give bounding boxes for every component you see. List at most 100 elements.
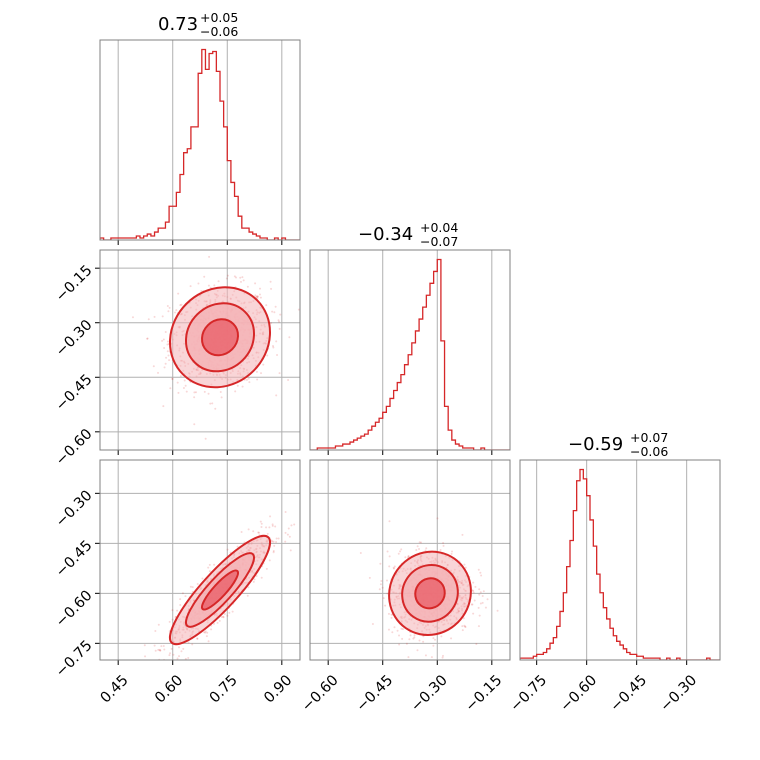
scatter-point — [176, 657, 179, 660]
scatter-point — [146, 337, 149, 340]
xtick-label-5-1: −0.60 — [558, 672, 601, 715]
xtick-label-3-2: 0.75 — [207, 672, 241, 706]
scatter-point — [256, 378, 259, 381]
scatter-point — [384, 604, 387, 607]
scatter-point — [265, 526, 268, 529]
scatter-point — [400, 627, 403, 630]
scatter-point — [271, 310, 274, 313]
scatter-point — [242, 279, 245, 282]
scatter-point — [207, 392, 210, 395]
xtick-label-3-0: 0.45 — [98, 672, 132, 706]
ytick-label-1-0: −0.15 — [53, 263, 96, 306]
scatter-point — [270, 322, 273, 325]
scatter-point — [379, 583, 382, 586]
scatter-point — [159, 649, 162, 652]
scatter-point — [393, 565, 396, 568]
xtick-label-3-1: 0.60 — [152, 672, 186, 706]
scatter-point — [278, 320, 281, 323]
scatter-point — [164, 362, 167, 365]
scatter-point — [241, 385, 244, 388]
scatter-point — [477, 568, 480, 571]
scatter-point — [398, 643, 401, 646]
scatter-point — [252, 580, 255, 583]
scatter-point — [184, 657, 187, 660]
scatter-point — [219, 391, 222, 394]
scatter-point — [245, 378, 248, 381]
scatter-point — [256, 295, 259, 298]
scatter-point — [160, 645, 163, 648]
scatter-point — [288, 336, 291, 339]
scatter-point — [207, 284, 210, 287]
scatter-point — [275, 340, 278, 343]
scatter-point — [392, 566, 395, 569]
scatter-point — [272, 540, 275, 543]
xtick-label-4-3: −0.15 — [463, 672, 506, 715]
scatter-point — [254, 294, 257, 297]
panel-frame-5 — [519, 459, 721, 661]
scatter-point — [154, 649, 157, 652]
ytick-label-1-2: −0.45 — [53, 372, 96, 415]
scatter-point — [478, 614, 481, 617]
ytick-label-1-1: −0.30 — [53, 317, 96, 360]
scatter-point — [163, 347, 166, 350]
scatter-point — [179, 304, 182, 307]
panel-frame-2 — [309, 249, 511, 451]
scatter-point — [271, 524, 274, 527]
scatter-point — [464, 566, 467, 569]
scatter-point — [271, 523, 274, 526]
scatter-point — [252, 530, 255, 533]
scatter-point — [197, 282, 200, 285]
scatter-point — [368, 576, 371, 579]
scatter-point — [193, 423, 196, 426]
scatter-point — [161, 339, 164, 342]
scatter-point — [259, 520, 262, 523]
scatter-point — [399, 550, 402, 553]
scatter-point — [253, 578, 256, 581]
scatter-point — [163, 366, 166, 369]
histogram-5 — [520, 468, 720, 660]
panel-title-1-value: −0.34 — [358, 224, 413, 245]
scatter-point — [222, 616, 225, 619]
panel-2 — [309, 249, 511, 455]
scatter-point — [472, 589, 475, 592]
scatter-point — [169, 387, 172, 390]
scatter-point — [478, 593, 481, 596]
scatter-point — [175, 309, 178, 312]
scatter-point — [211, 402, 214, 405]
scatter-point — [277, 537, 280, 540]
scatter-point — [225, 277, 228, 280]
scatter-point — [254, 282, 257, 285]
scatter-point — [166, 340, 169, 343]
scatter-point — [278, 327, 281, 330]
scatter-point — [269, 515, 272, 518]
scatter-point — [171, 377, 174, 380]
scatter-point — [432, 637, 435, 640]
scatter-point — [255, 295, 258, 298]
scatter-point — [182, 647, 185, 650]
scatter-point — [422, 640, 425, 643]
scatter-point — [260, 522, 263, 525]
scatter-point — [388, 520, 391, 523]
scatter-point — [284, 531, 287, 534]
scatter-point — [418, 547, 421, 550]
scatter-point — [275, 394, 278, 397]
panel-title-2: −0.59 — [568, 434, 623, 455]
scatter-point — [401, 637, 404, 640]
scatter-point — [247, 586, 250, 589]
scatter-point — [413, 634, 416, 637]
scatter-point — [171, 609, 174, 612]
scatter-point — [184, 595, 187, 598]
scatter-point — [161, 315, 164, 318]
panel-1: −0.15 −0.30 −0.45 −0.60 — [53, 249, 301, 469]
scatter-point — [271, 540, 274, 543]
scatter-point — [184, 384, 187, 387]
scatter-point — [273, 544, 276, 547]
scatter-point — [203, 390, 206, 393]
scatter-point — [157, 623, 160, 626]
panel-4: −0.60 −0.45 −0.30 −0.15 — [299, 459, 511, 715]
scatter-point — [284, 540, 287, 543]
scatter-point — [208, 563, 211, 566]
scatter-point — [404, 556, 407, 559]
scatter-point — [205, 635, 208, 638]
scatter-point — [268, 526, 271, 529]
